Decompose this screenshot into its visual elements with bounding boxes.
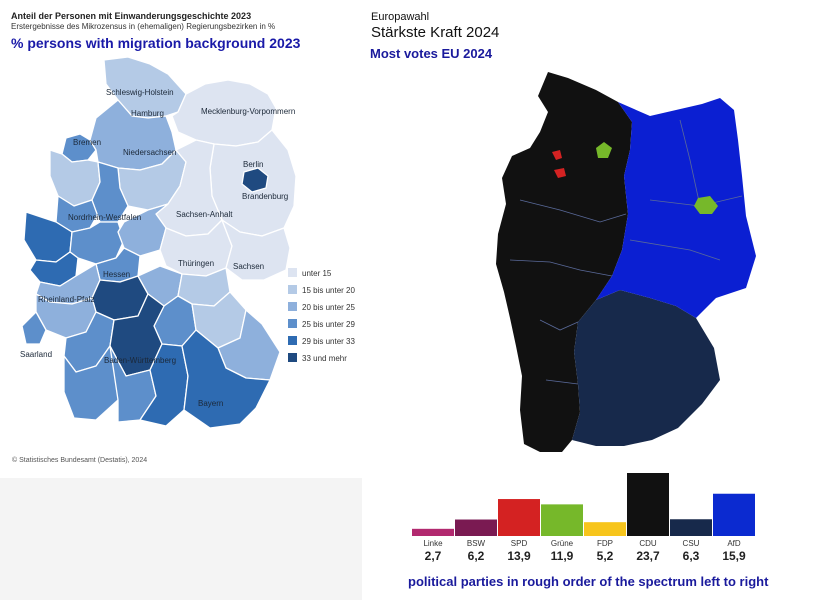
legend-item: 25 bis unter 29 xyxy=(288,319,355,329)
legend-item: 29 bis unter 33 xyxy=(288,336,355,346)
bar-category-label: Grüne xyxy=(550,539,574,548)
region-berlin xyxy=(241,167,269,193)
label-hamburg: Hamburg xyxy=(131,109,164,118)
legend-label: unter 15 xyxy=(302,269,332,278)
chart-caption: political parties in rough order of the … xyxy=(408,574,769,589)
empty-area xyxy=(0,478,362,600)
label-bremen: Bremen xyxy=(73,138,102,147)
label-rheinland-pfalz: Rheinland-Pfalz xyxy=(38,295,95,304)
bar-value-label: 6,2 xyxy=(467,549,485,563)
label-hessen: Hessen xyxy=(103,270,131,279)
label-mecklenburg-vorpommern: Mecklenburg-Vorpommern xyxy=(201,107,296,116)
legend-label: 20 bis unter 25 xyxy=(302,303,355,312)
legend-label: 25 bis unter 29 xyxy=(302,320,355,329)
label-saarland: Saarland xyxy=(20,350,53,359)
label-sachsen-anhalt: Sachsen-Anhalt xyxy=(176,210,233,219)
bar-value-label: 13,9 xyxy=(507,549,531,563)
election-map-subtitle: Stärkste Kraft 2024 xyxy=(371,24,500,41)
legend-swatch xyxy=(288,268,297,277)
bar-grüne xyxy=(541,504,583,536)
bar-category-label: CSU xyxy=(682,539,700,548)
migration-map-subtitle: Erstergebnisse des Mikrozensus in (ehema… xyxy=(11,22,276,31)
label-berlin: Berlin xyxy=(243,160,264,169)
bar-value-label: 15,9 xyxy=(722,549,746,563)
election-map-title: Europawahl xyxy=(371,11,430,23)
region-bremen-spd xyxy=(552,150,562,160)
bar-afd xyxy=(713,493,755,536)
region-afd-ost xyxy=(596,98,756,318)
legend-label: 29 bis unter 33 xyxy=(302,337,355,346)
election-map-english-caption: Most votes EU 2024 xyxy=(370,46,493,61)
bar-category-label: AfD xyxy=(727,539,741,548)
bar-category-label: BSW xyxy=(466,539,486,548)
bar-spd xyxy=(498,499,540,536)
migration-map-english-caption: % persons with migration background 2023 xyxy=(11,35,301,51)
label-nordrhein-westfalen: Nordrhein-Westfalen xyxy=(68,213,142,222)
bar-bsw xyxy=(455,519,497,536)
region-berlin-gruene xyxy=(694,196,718,214)
bar-category-label: Linke xyxy=(423,539,443,548)
legend-swatch xyxy=(288,353,297,362)
source-note: © Statistisches Bundesamt (Destatis), 20… xyxy=(12,457,148,464)
legend-swatch xyxy=(288,319,297,328)
election-winner-map xyxy=(496,72,756,452)
legend-item: 33 und mehr xyxy=(288,353,347,363)
legend-label: 33 und mehr xyxy=(302,354,347,363)
label-sachsen: Sachsen xyxy=(233,262,265,271)
legend-item: 20 bis unter 25 xyxy=(288,302,355,312)
region-csu-bayern xyxy=(572,290,720,446)
migration-map-title: Anteil der Personen mit Einwanderungsges… xyxy=(11,11,252,21)
party-results-bar-chart xyxy=(412,473,755,536)
label-brandenburg: Brandenburg xyxy=(242,192,289,201)
bar-value-label: 5,2 xyxy=(596,549,614,563)
label-baden-wuerttemberg: Baden-Württemberg xyxy=(104,356,177,365)
bar-category-label: SPD xyxy=(510,539,528,548)
bar-category-label: FDP xyxy=(597,539,613,548)
label-bayern: Bayern xyxy=(198,399,224,408)
bar-value-label: 23,7 xyxy=(636,549,660,563)
bar-value-label: 6,3 xyxy=(682,549,700,563)
region-oberbayern xyxy=(181,329,271,429)
label-niedersachsen: Niedersachsen xyxy=(123,148,177,157)
legend-item: unter 15 xyxy=(288,268,331,278)
legend-item: 15 bis unter 20 xyxy=(288,285,355,295)
bar-csu xyxy=(670,519,712,536)
label-thueringen: Thüringen xyxy=(178,259,215,268)
region-cdu-west xyxy=(496,72,632,452)
bar-fdp xyxy=(584,522,626,536)
legend-swatch xyxy=(288,285,297,294)
bar-cdu xyxy=(627,473,669,536)
region-hamburg-gruene xyxy=(596,142,612,158)
bar-linke xyxy=(412,528,454,536)
migration-choropleth-map xyxy=(21,56,297,429)
region-schleswig-holstein xyxy=(103,56,187,119)
bar-value-label: 2,7 xyxy=(424,549,442,563)
bar-value-label: 11,9 xyxy=(550,549,574,563)
legend-swatch xyxy=(288,336,297,345)
label-schleswig-holstein: Schleswig-Holstein xyxy=(106,88,174,97)
bar-category-label: CDU xyxy=(639,539,657,548)
region-sachsen xyxy=(221,219,291,281)
legend-swatch xyxy=(288,302,297,311)
legend-label: 15 bis unter 20 xyxy=(302,286,355,295)
region-saarland xyxy=(21,311,47,345)
